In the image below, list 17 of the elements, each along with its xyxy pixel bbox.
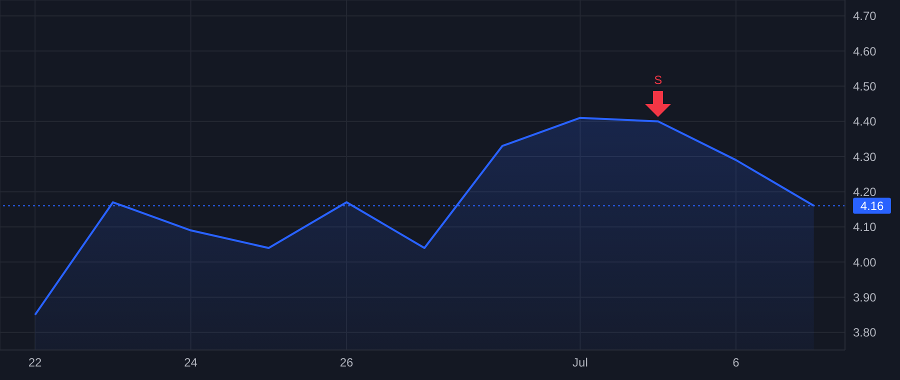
x-tick-label: 24: [184, 356, 198, 370]
y-tick-label: 3.90: [853, 290, 877, 304]
x-tick-label: 6: [732, 356, 740, 370]
y-tick-label: 4.50: [853, 79, 877, 94]
x-tick-label: 26: [340, 356, 354, 370]
y-tick-label: 4.10: [853, 220, 877, 234]
y-tick-label: 4.40: [853, 114, 877, 129]
annotation: S: [653, 73, 664, 88]
y-tick-label: 4.70: [853, 9, 877, 24]
y-tick-label: 4.60: [853, 44, 877, 58]
ref-line-label: 4.16: [860, 198, 884, 213]
x-tick-label: 22: [28, 356, 42, 370]
y-tick-label: 3.80: [853, 326, 877, 340]
y-tick-label: 4.30: [853, 150, 877, 164]
y-tick-label: 4.00: [853, 255, 877, 270]
y-tick-label: 4.20: [853, 184, 877, 199]
x-tick-label: Jul: [572, 356, 588, 370]
